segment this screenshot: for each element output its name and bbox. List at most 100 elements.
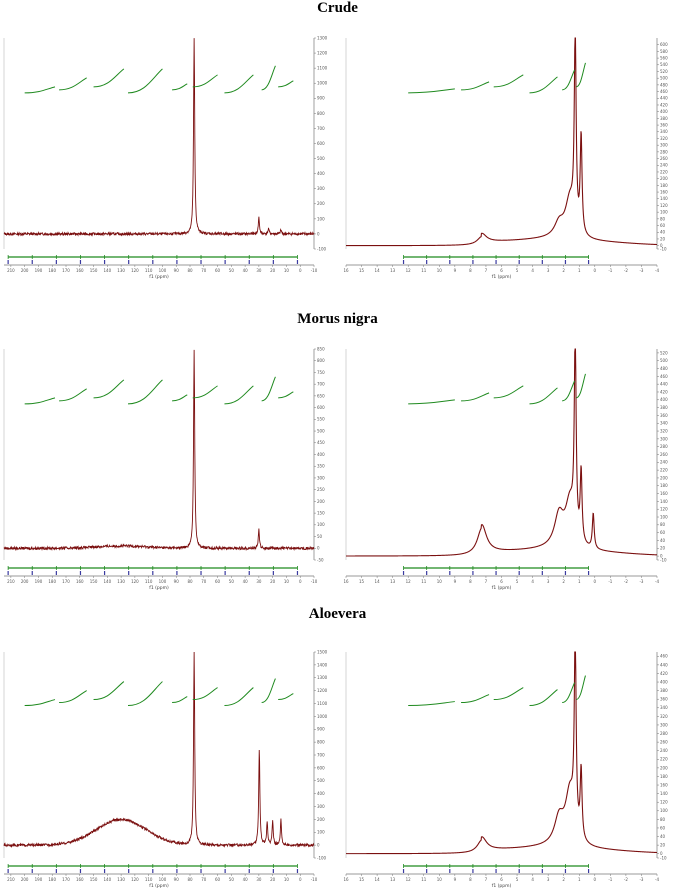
x-tick-label: 5 — [516, 877, 519, 882]
y-tick-label: 340 — [660, 705, 668, 710]
x-tick-label: 190 — [35, 877, 43, 882]
spectrum-trace — [3, 38, 315, 237]
y-tick-label: 480 — [660, 82, 668, 87]
x-tick-label: 15 — [359, 877, 365, 882]
y-tick-label: 1300 — [317, 675, 328, 680]
integration-label — [176, 260, 178, 264]
y-tick-label: 300 — [317, 804, 325, 809]
y-tick-label: 180 — [660, 183, 668, 188]
y-tick-label: 340 — [660, 129, 668, 134]
y-tick-label: -10 — [660, 246, 667, 251]
integration-label — [79, 571, 82, 575]
y-tick-label: 520 — [660, 350, 668, 355]
integration-label — [176, 571, 178, 575]
x-tick-label: 7 — [485, 877, 488, 882]
y-tick-label: 540 — [660, 62, 668, 67]
y-tick-label: 40 — [660, 538, 666, 543]
x-tick-label: 120 — [131, 877, 139, 882]
y-tick-label: 440 — [660, 382, 668, 387]
integral-curve — [224, 74, 254, 94]
y-tick-label: 100 — [660, 514, 668, 519]
x-tick-label: 3 — [547, 579, 550, 584]
x-tick-label: 16 — [343, 268, 349, 273]
x-tick-label: 9 — [454, 268, 457, 273]
x-tick-label: 12 — [406, 877, 412, 882]
x-tick-label: -2 — [624, 877, 628, 882]
y-tick-label: 420 — [660, 102, 668, 107]
x-tick-label: 0 — [299, 579, 302, 584]
x-tick-label: 30 — [256, 268, 262, 273]
y-tick-label: 20 — [660, 843, 666, 848]
y-tick-label: 100 — [660, 808, 668, 813]
y-tick-label: 80 — [660, 216, 666, 221]
integration-label — [472, 260, 474, 264]
y-tick-label: 60 — [660, 223, 666, 228]
y-tick-label: 100 — [317, 830, 325, 835]
y-tick-label: 40 — [660, 834, 666, 839]
integration-label — [296, 260, 299, 264]
x-tick-label: 150 — [90, 579, 98, 584]
y-tick-label: 520 — [660, 69, 668, 74]
integral-curve — [278, 80, 294, 88]
integration-label — [224, 869, 226, 873]
spectrum-panel-morus-left: 8508007507006506005505004504003503002502… — [3, 346, 325, 590]
y-tick-label: 900 — [317, 96, 325, 101]
integral-curve — [529, 387, 558, 405]
x-tick-label: 50 — [229, 579, 235, 584]
integral-curve — [172, 696, 188, 704]
integration-label — [426, 260, 428, 264]
integration-label — [128, 869, 130, 873]
y-tick-label: 850 — [317, 346, 325, 351]
y-tick-label: 400 — [317, 452, 325, 457]
integration-label — [128, 571, 130, 575]
y-tick-label: 280 — [660, 731, 668, 736]
x-tick-label: 1 — [578, 268, 581, 273]
x-tick-label: 180 — [48, 579, 56, 584]
x-tick-label: 70 — [201, 579, 207, 584]
y-tick-label: 500 — [317, 156, 325, 161]
integral-curve — [93, 68, 125, 88]
integration-label — [200, 571, 202, 575]
y-tick-label: 320 — [660, 136, 668, 141]
integral-curve — [24, 699, 56, 707]
x-tick-label: 150 — [90, 877, 98, 882]
x-tick-label: 12 — [406, 579, 412, 584]
y-tick-label: 600 — [317, 765, 325, 770]
x-tick-label: -2 — [624, 268, 628, 273]
y-tick-label: 0 — [317, 843, 320, 848]
x-tick-label: 10 — [284, 877, 290, 882]
x-tick-label: 70 — [201, 877, 207, 882]
x-tick-label: 40 — [243, 877, 249, 882]
integration-label — [224, 260, 226, 264]
y-tick-label: 700 — [317, 382, 325, 387]
x-tick-label: 13 — [390, 579, 396, 584]
x-tick-label: 50 — [229, 877, 235, 882]
y-tick-label: 420 — [660, 389, 668, 394]
x-tick-label: 170 — [62, 268, 70, 273]
x-tick-label: 160 — [76, 268, 84, 273]
x-tick-label: 210 — [7, 579, 15, 584]
x-tick-label: -1 — [608, 268, 612, 273]
integration-label — [495, 260, 497, 264]
x-tick-label: 180 — [48, 268, 56, 273]
x-tick-label: 16 — [343, 877, 349, 882]
integral-curve — [575, 62, 586, 88]
integration-label — [248, 571, 250, 575]
x-tick-label: 50 — [229, 268, 235, 273]
x-tick-label: 0 — [594, 877, 597, 882]
y-tick-label: 200 — [660, 475, 668, 480]
y-tick-label: 500 — [660, 76, 668, 81]
integration-label — [79, 869, 82, 873]
y-tick-label: 340 — [660, 421, 668, 426]
y-tick-label: 440 — [660, 96, 668, 101]
y-tick-label: 320 — [660, 714, 668, 719]
x-tick-label: 40 — [243, 268, 249, 273]
y-tick-label: 160 — [660, 189, 668, 194]
y-tick-label: 280 — [660, 149, 668, 154]
x-tick-label: -1 — [608, 579, 612, 584]
integration-label — [272, 260, 274, 264]
spectrum-trace — [346, 651, 658, 855]
x-tick-label: 2 — [562, 579, 565, 584]
x-tick-label: 160 — [76, 877, 84, 882]
x-tick-label: 11 — [421, 877, 427, 882]
